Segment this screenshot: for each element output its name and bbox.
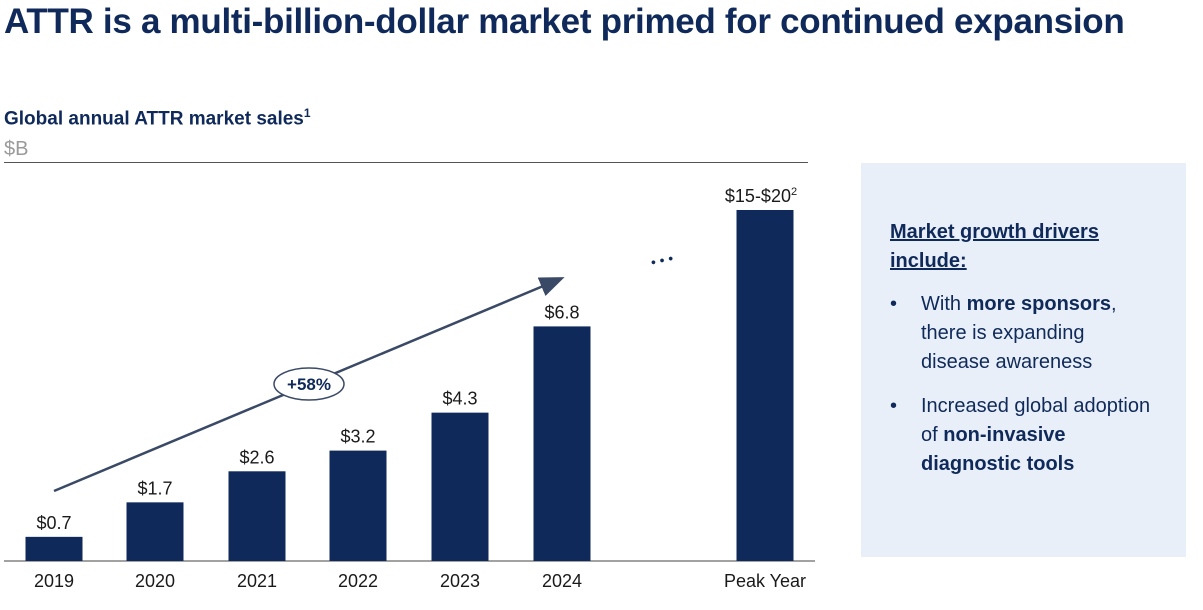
bar-2024 xyxy=(533,326,591,561)
bullet-marker: • xyxy=(890,395,898,417)
panel-heading: Market growth drivers include: xyxy=(890,221,1099,272)
growth-percent-label: +58% xyxy=(287,375,331,394)
bar-peak-year xyxy=(736,210,794,561)
x-tick-label: 2022 xyxy=(338,571,378,591)
x-tick-label: 2024 xyxy=(542,571,582,591)
data-label: $15-$202 xyxy=(725,186,797,206)
growth-oval xyxy=(273,367,345,401)
header-rule xyxy=(4,162,808,163)
data-label: $1.7 xyxy=(137,478,172,498)
bar-2022 xyxy=(329,450,387,561)
data-label: $2.6 xyxy=(239,447,274,467)
chart-subtitle-text: Global annual ATTR market sales xyxy=(4,108,304,130)
growth-drivers-panel: Market growth drivers include: • With mor… xyxy=(861,163,1186,557)
bar-2023 xyxy=(431,412,489,561)
bullet-marker: • xyxy=(890,293,898,315)
x-tick-label: 2021 xyxy=(237,571,277,591)
data-label: $4.3 xyxy=(442,389,477,409)
bullet-text: Increased global adoption of non-invasiv… xyxy=(921,395,1151,475)
chart-subtitle: Global annual ATTR market sales1 xyxy=(4,106,311,130)
page-title: ATTR is a multi-billion-dollar market pr… xyxy=(4,2,1125,41)
x-tick-label: 2023 xyxy=(440,571,480,591)
x-tick-label: Peak Year xyxy=(724,571,806,591)
data-label: $0.7 xyxy=(36,513,71,533)
data-label: $6.8 xyxy=(544,302,579,322)
subtitle-footnote: 1 xyxy=(303,106,311,120)
bar-2021 xyxy=(228,471,286,561)
x-tick-label: 2020 xyxy=(135,571,175,591)
bar-chart: $0.7 2019 $1.7 2020 $2.6 2021 $3.2 2022 $4.3 2023… xyxy=(4,186,815,591)
x-tick-label: 2019 xyxy=(34,571,74,591)
unit-label: $B xyxy=(4,138,29,160)
ellipsis-indicator: • • • xyxy=(649,250,674,270)
data-label: $3.2 xyxy=(340,427,375,447)
bar-2019 xyxy=(25,536,83,561)
bullet-text: With more sponsors, there is expanding d… xyxy=(921,293,1117,373)
bar-2020 xyxy=(126,502,184,561)
